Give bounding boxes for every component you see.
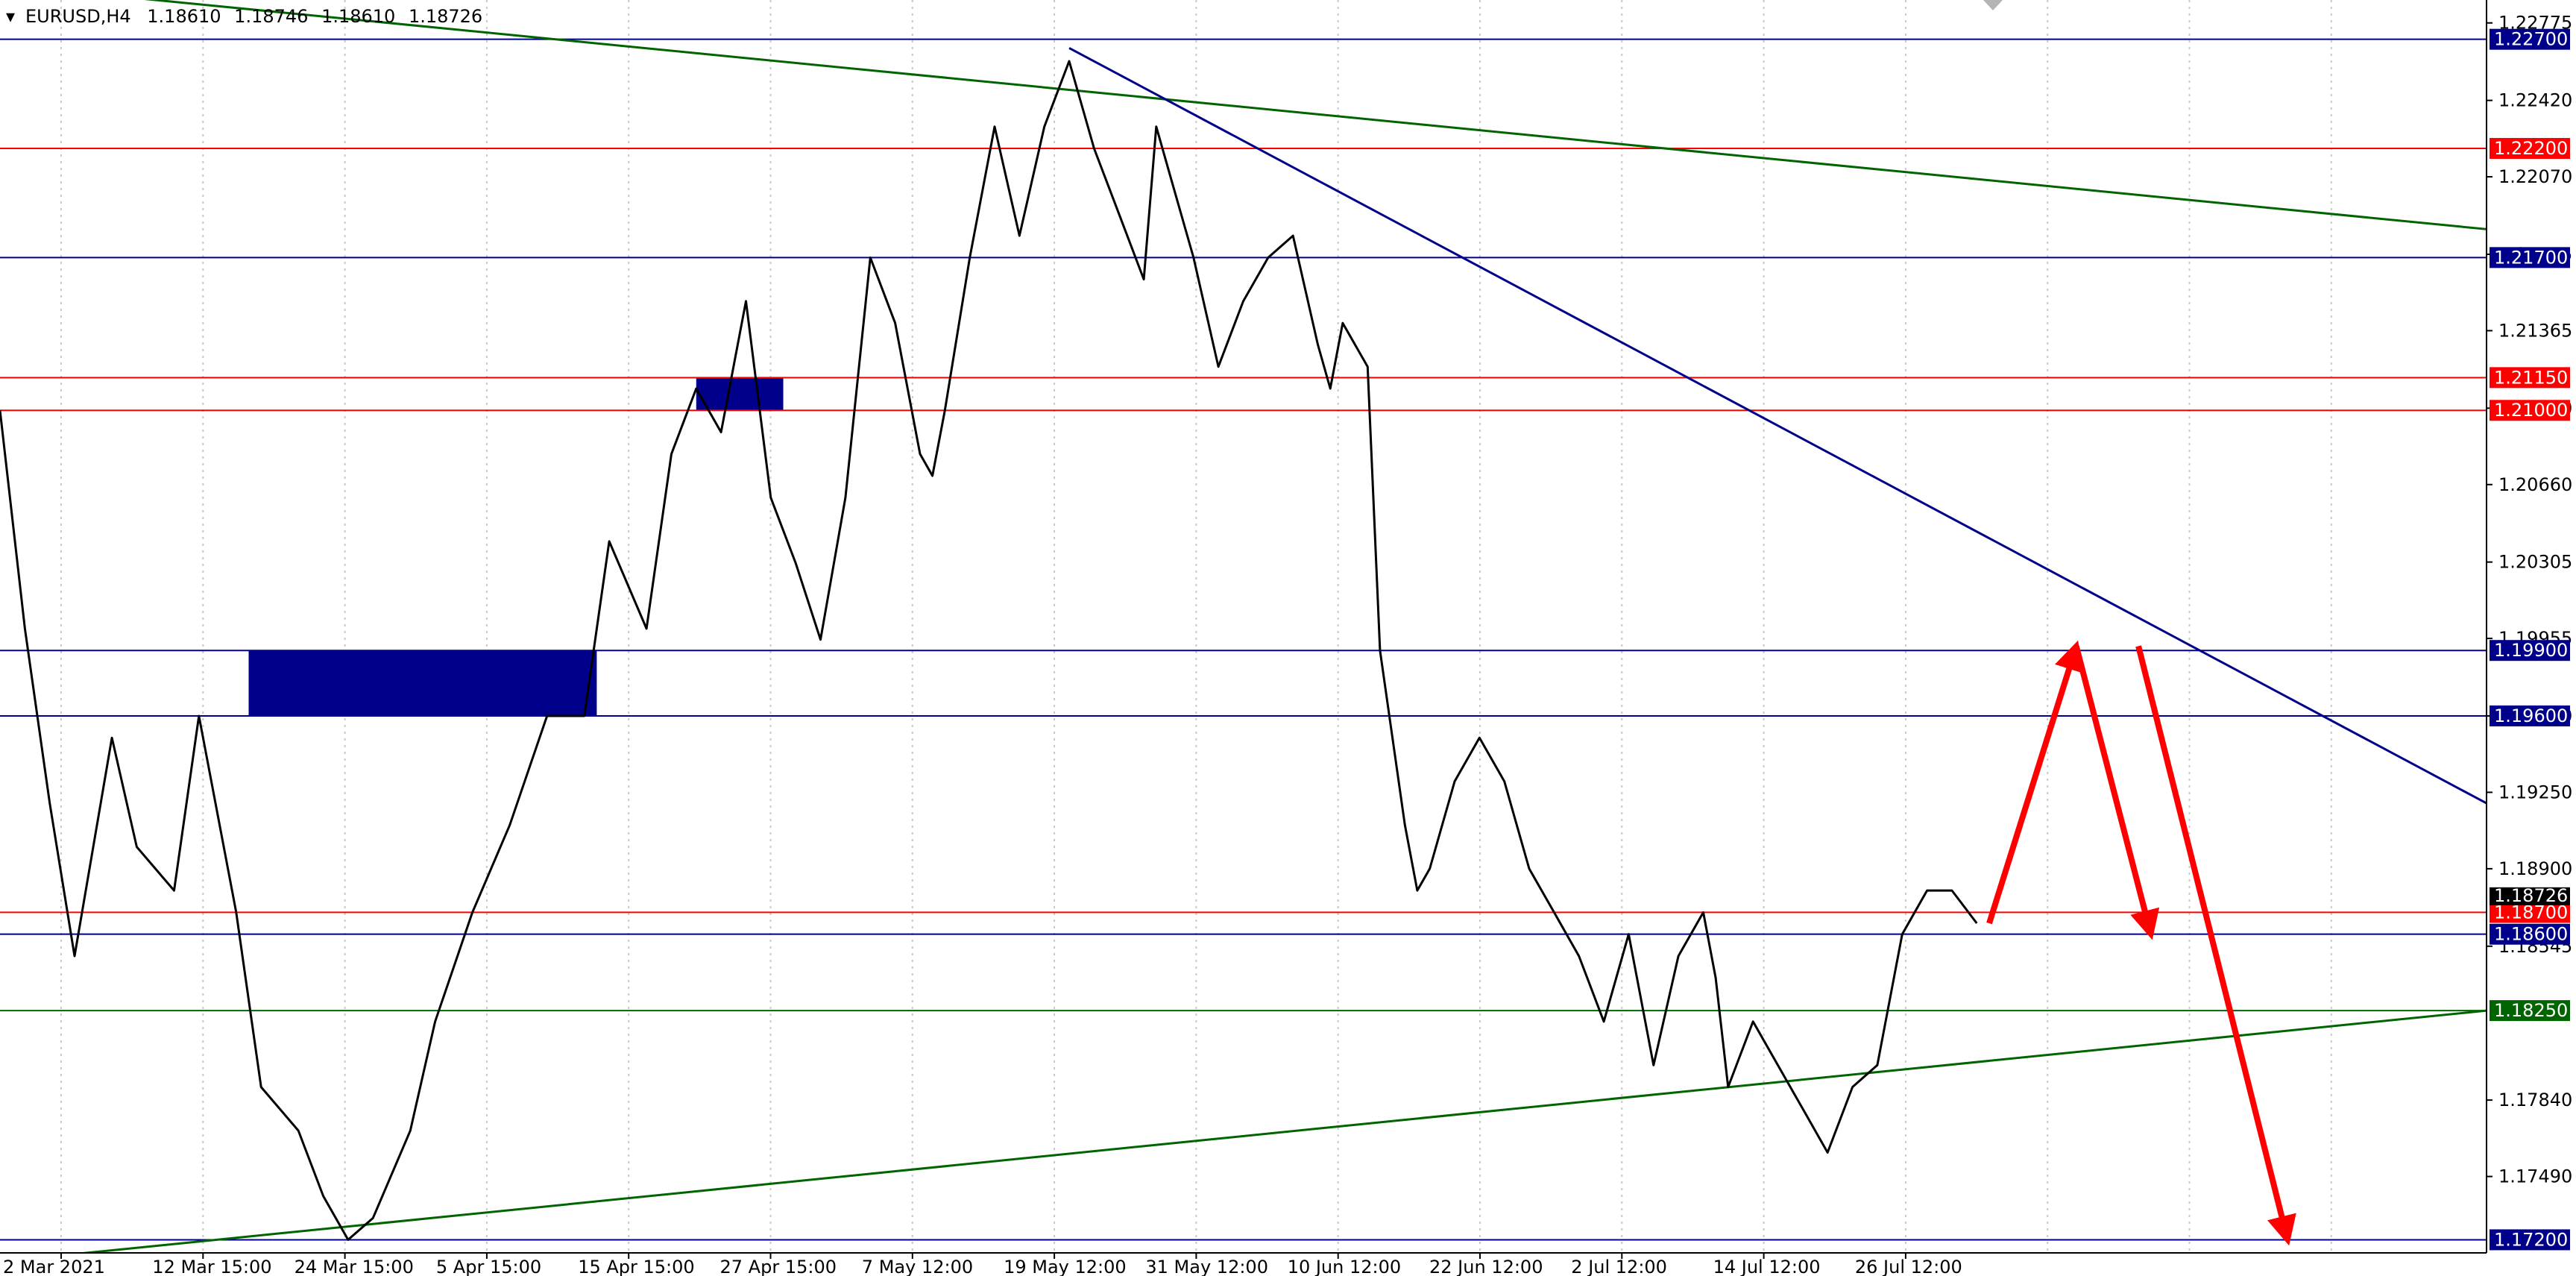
time-tick-label: 27 Apr 15:00	[720, 1257, 837, 1276]
level-price-tag-label: 1.18600	[2494, 924, 2568, 945]
current-price-tag	[2490, 887, 2570, 905]
forecast-arrow	[1986, 640, 2084, 925]
time-tick-label: 7 May 12:00	[862, 1257, 973, 1276]
level-price-tag-label: 1.21700	[2494, 247, 2568, 268]
time-tick-label: 2 Jul 12:00	[1571, 1257, 1667, 1276]
level-price-tag	[2490, 247, 2570, 268]
trendlines	[0, 0, 2487, 1263]
time-axis-background	[0, 1253, 2576, 1276]
price-tick-label: 1.21365	[2498, 320, 2572, 341]
time-tick-label: 10 Jun 12:00	[1288, 1257, 1401, 1276]
time-tick-label: 24 Mar 15:00	[295, 1257, 414, 1276]
level-price-tag-label: 1.21000	[2494, 400, 2568, 421]
level-price-tag	[2490, 1000, 2570, 1022]
level-price-tag-label: 1.18250	[2494, 1000, 2568, 1021]
level-price-tag	[2490, 705, 2570, 726]
time-tick-label: 12 Mar 15:00	[152, 1257, 271, 1276]
level-price-tag	[2490, 640, 2570, 661]
price-tick-label: 1.20305	[2498, 552, 2572, 573]
level-price-tag-label: 1.17200	[2494, 1229, 2568, 1250]
level-price-tag	[2490, 367, 2570, 389]
grid	[60, 0, 2332, 1253]
level-price-tag	[2490, 138, 2570, 160]
zone-rectangle	[248, 650, 597, 716]
high-price: 1.18746	[234, 6, 308, 27]
level-price-tag-label: 1.19900	[2494, 640, 2568, 661]
price-tick-label: 1.17840	[2498, 1090, 2572, 1110]
zones	[248, 377, 784, 716]
time-tick-label: 22 Jun 12:00	[1429, 1257, 1543, 1276]
trendline	[1068, 47, 2487, 805]
level-price-tag	[2490, 400, 2570, 421]
level-price-tag-label: 1.22200	[2494, 138, 2568, 159]
trendline	[0, 1009, 2487, 1263]
price-tick-label: 1.18900	[2498, 858, 2572, 879]
price-axis-background	[2487, 0, 2576, 1276]
price-tick-label: 1.19250	[2498, 782, 2572, 802]
time-tick-label: 2 Mar 2021	[3, 1257, 105, 1276]
time-tick-label: 26 Jul 12:00	[1855, 1257, 1962, 1276]
level-price-tag	[2490, 28, 2570, 50]
level-price-tag	[2490, 923, 2570, 945]
zone-rectangle	[696, 377, 784, 411]
forecast-arrow	[2073, 645, 2160, 940]
price-tick-label: 1.22420	[2498, 90, 2572, 111]
price-line	[0, 60, 1978, 1241]
trendline	[144, 0, 2487, 230]
price-tick-label: 1.17490	[2498, 1166, 2572, 1187]
low-price: 1.18610	[321, 6, 395, 27]
time-tick-label: 19 May 12:00	[1004, 1257, 1127, 1276]
level-price-tag	[2490, 1229, 2570, 1251]
price-series	[0, 60, 1978, 1241]
level-price-tag-label: 1.21150	[2494, 367, 2568, 388]
forecast-arrow	[2135, 645, 2296, 1246]
time-tick-label: 14 Jul 12:00	[1713, 1257, 1821, 1276]
price-tick-label: 1.20660	[2498, 474, 2572, 495]
arrows	[1986, 640, 2296, 1246]
time-tick-label: 15 Apr 15:00	[578, 1257, 694, 1276]
level-price-tag-label: 1.22700	[2494, 29, 2568, 50]
level-price-tag-label: 1.19600	[2494, 705, 2568, 726]
price-tick-label: 1.22070	[2498, 166, 2572, 187]
time-tick-label: 31 May 12:00	[1145, 1257, 1268, 1276]
open-price: 1.18610	[147, 6, 221, 27]
level-price-tag	[2490, 902, 2570, 923]
time-tick-label: 5 Apr 15:00	[436, 1257, 541, 1276]
chart-shift-marker[interactable]	[1983, 0, 2003, 10]
close-price: 1.18726	[409, 6, 482, 27]
current-price-tag-label: 1.18726	[2494, 885, 2568, 906]
level-price-tag-label: 1.18700	[2494, 902, 2568, 923]
symbol-name: EURUSD,H4	[25, 6, 131, 27]
symbol-dropdown-icon[interactable]: ▾	[6, 6, 15, 27]
symbol-label: EURUSD,H4 1.18610 1.18746 1.18610 1.1872…	[25, 6, 482, 27]
symbol-header: ▾ EURUSD,H4 1.18610 1.18746 1.18610 1.18…	[6, 6, 482, 27]
